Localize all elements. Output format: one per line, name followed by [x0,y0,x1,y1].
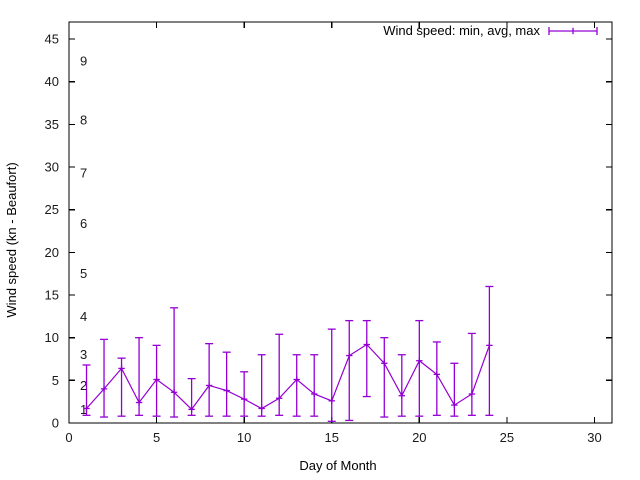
beaufort-scale-labels: 1 2 3 4 5 6 7 8 9 [80,54,87,417]
beaufort-scale-label: 4 [80,309,87,324]
data-series-layer [82,285,494,422]
beaufort-scale-label: 9 [80,54,87,69]
x-axis-ticks: 0 5 10 15 20 25 30 [65,22,602,445]
x-tick-label: 15 [325,430,339,445]
x-tick-label: 25 [500,430,514,445]
y-tick-label: 5 [52,373,59,388]
beaufort-scale-label: 7 [80,166,87,181]
data-point-errorbar [100,338,109,418]
y-tick-label: 30 [45,160,59,175]
chart-legend[interactable]: Wind speed: min, avg, max [383,23,598,38]
x-tick-label: 0 [65,430,72,445]
avg-series-line [86,343,490,411]
x-axis-title: Day of Month [299,458,376,473]
beaufort-scale-label: 2 [80,378,87,393]
beaufort-scale-label: 1 [80,402,87,417]
x-tick-label: 5 [153,430,160,445]
x-tick-label: 30 [587,430,601,445]
y-tick-label: 0 [52,416,59,431]
beaufort-scale-label: 5 [80,266,87,281]
x-tick-label: 10 [237,430,251,445]
data-point-errorbar [362,319,371,398]
beaufort-scale-label: 6 [80,216,87,231]
y-tick-label: 25 [45,202,59,217]
beaufort-scale-label: 3 [80,347,87,362]
y-tick-label: 20 [45,245,59,260]
legend-label[interactable]: Wind speed: min, avg, max [383,23,540,38]
beaufort-scale-label: 8 [80,113,87,128]
y-tick-label: 40 [45,74,59,89]
y-tick-label: 10 [45,330,59,345]
data-point-errorbar [415,319,424,417]
data-point-errorbar [152,344,161,417]
plot-border [68,21,613,424]
y-tick-label: 45 [45,32,59,47]
x-tick-label: 20 [412,430,426,445]
y-axis-title: Wind speed (kn - Beaufort) [4,162,19,317]
y-tick-label: 35 [45,117,59,132]
y-tick-label: 15 [45,288,59,303]
plot-frame [68,21,613,424]
